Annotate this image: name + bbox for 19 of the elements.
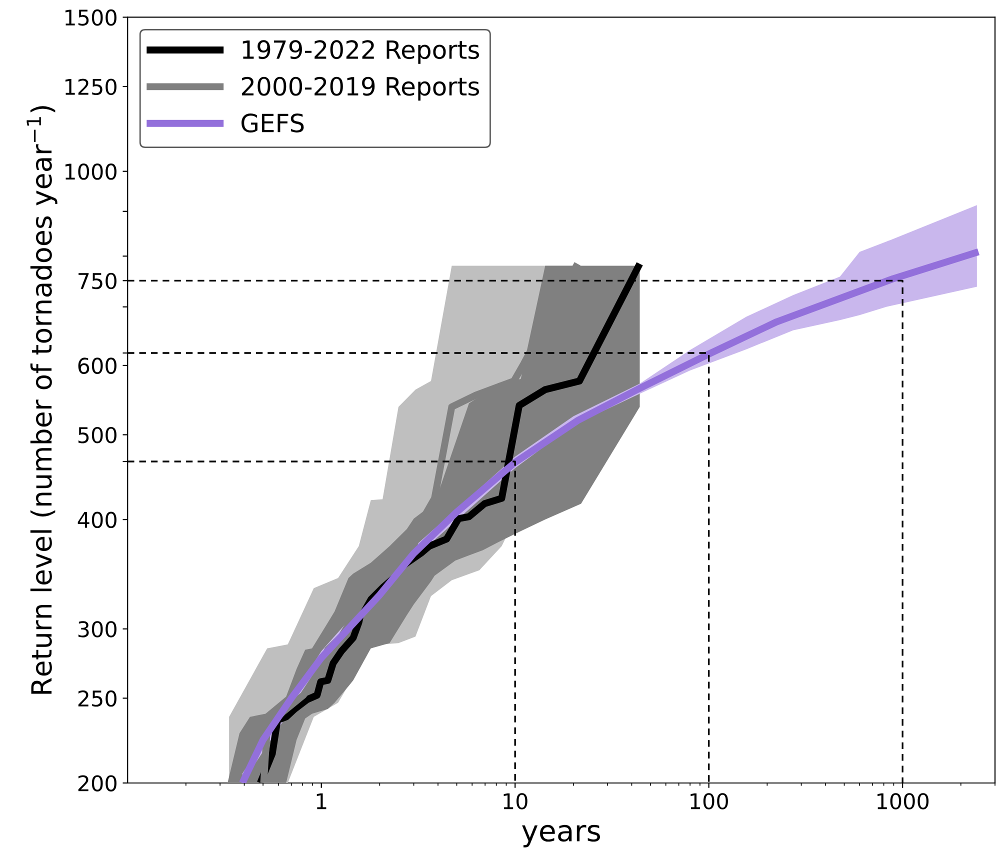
y-tick-label: 750 (78, 272, 116, 290)
x-tick-label: 1 (316, 793, 326, 810)
y-tick-label: 400 (78, 512, 116, 528)
y-tick-label: 300 (78, 621, 116, 638)
legend-label: GEFS (242, 114, 304, 132)
x-tick-label: 10 (504, 793, 528, 810)
y-tick-label: 200 (78, 775, 116, 792)
y-tick-label: 500 (78, 426, 116, 444)
y-tick-label: 1250 (65, 78, 116, 95)
legend-label: 2000-2019 Reports (242, 76, 480, 101)
y-tick-label: 1500 (65, 9, 116, 26)
y-tick-label: 1000 (65, 164, 116, 180)
y-axis-title: Return level (number of tornadoes year$^{−1}$) (26, 106, 58, 694)
legend-label: 1979-2022 Reports (242, 40, 480, 64)
x-tick-label: 1000 (878, 793, 929, 810)
x-tick-label: 100 (690, 793, 728, 810)
y-tick-label: 250 (78, 690, 116, 707)
y-tick-label: 600 (78, 358, 116, 374)
x-axis-title: years (522, 824, 600, 848)
